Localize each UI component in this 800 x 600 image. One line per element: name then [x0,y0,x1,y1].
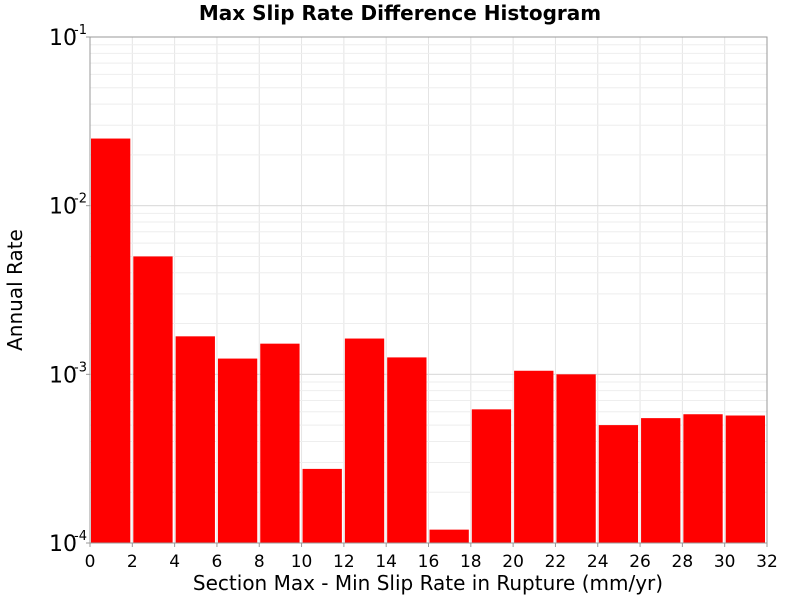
x-tick-label: 12 [333,552,355,572]
x-tick-label: 20 [502,552,524,572]
y-tick-label: 10 [49,26,77,51]
x-tick-label: 24 [587,552,609,572]
y-axis-label: Annual Rate [3,229,27,351]
x-tick-label: 14 [375,552,397,572]
x-tick-label: 8 [254,552,265,572]
x-tick-label: 16 [418,552,440,572]
x-tick-label: 26 [629,552,651,572]
histogram-bar [387,357,427,543]
histogram-bar [683,414,723,543]
x-tick-label: 4 [169,552,180,572]
y-tick-exponent: -2 [74,192,87,207]
x-tick-label: 2 [127,552,138,572]
histogram-bar [344,338,385,543]
histogram-bar [725,415,765,543]
y-tick-exponent: -3 [74,360,87,375]
histogram-bar [260,343,300,543]
y-tick-label: 10 [49,195,77,220]
x-tick-label: 0 [85,552,96,572]
x-tick-label: 32 [756,552,778,572]
histogram-bar [471,409,512,543]
histogram-bar [556,374,596,543]
y-tick-exponent: -1 [74,23,87,38]
bars [91,138,765,543]
histogram-bar [429,529,469,543]
histogram-bar [514,370,554,543]
x-tick-label: 18 [460,552,482,572]
histogram-bar [598,425,639,543]
histogram-bar [133,256,173,543]
x-tick-label: 10 [291,552,313,572]
y-tick-label: 10 [49,532,77,557]
y-axis-ticks: 10-410-310-210-1 [49,23,90,557]
x-tick-label: 30 [714,552,736,572]
histogram-bar [302,468,342,543]
x-tick-label: 28 [672,552,694,572]
chart-title: Max Slip Rate Difference Histogram [199,1,601,25]
y-tick-label: 10 [49,363,77,388]
x-axis-label: Section Max - Min Slip Rate in Rupture (… [193,571,663,595]
x-axis-ticks: 0 2 4 6 8 10 12 14 16 18 20 22 24 26 28 30 32 [85,543,778,572]
histogram-bar [91,138,131,543]
y-tick-exponent: -4 [74,529,87,544]
histogram-bar [217,358,258,543]
histogram-bar [641,418,681,543]
x-tick-label: 6 [212,552,223,572]
histogram-bar [175,336,215,543]
x-tick-label: 22 [545,552,567,572]
